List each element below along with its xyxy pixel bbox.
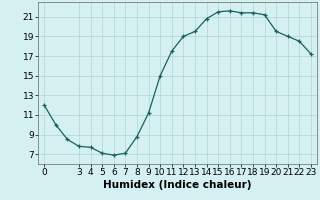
X-axis label: Humidex (Indice chaleur): Humidex (Indice chaleur) bbox=[103, 180, 252, 190]
